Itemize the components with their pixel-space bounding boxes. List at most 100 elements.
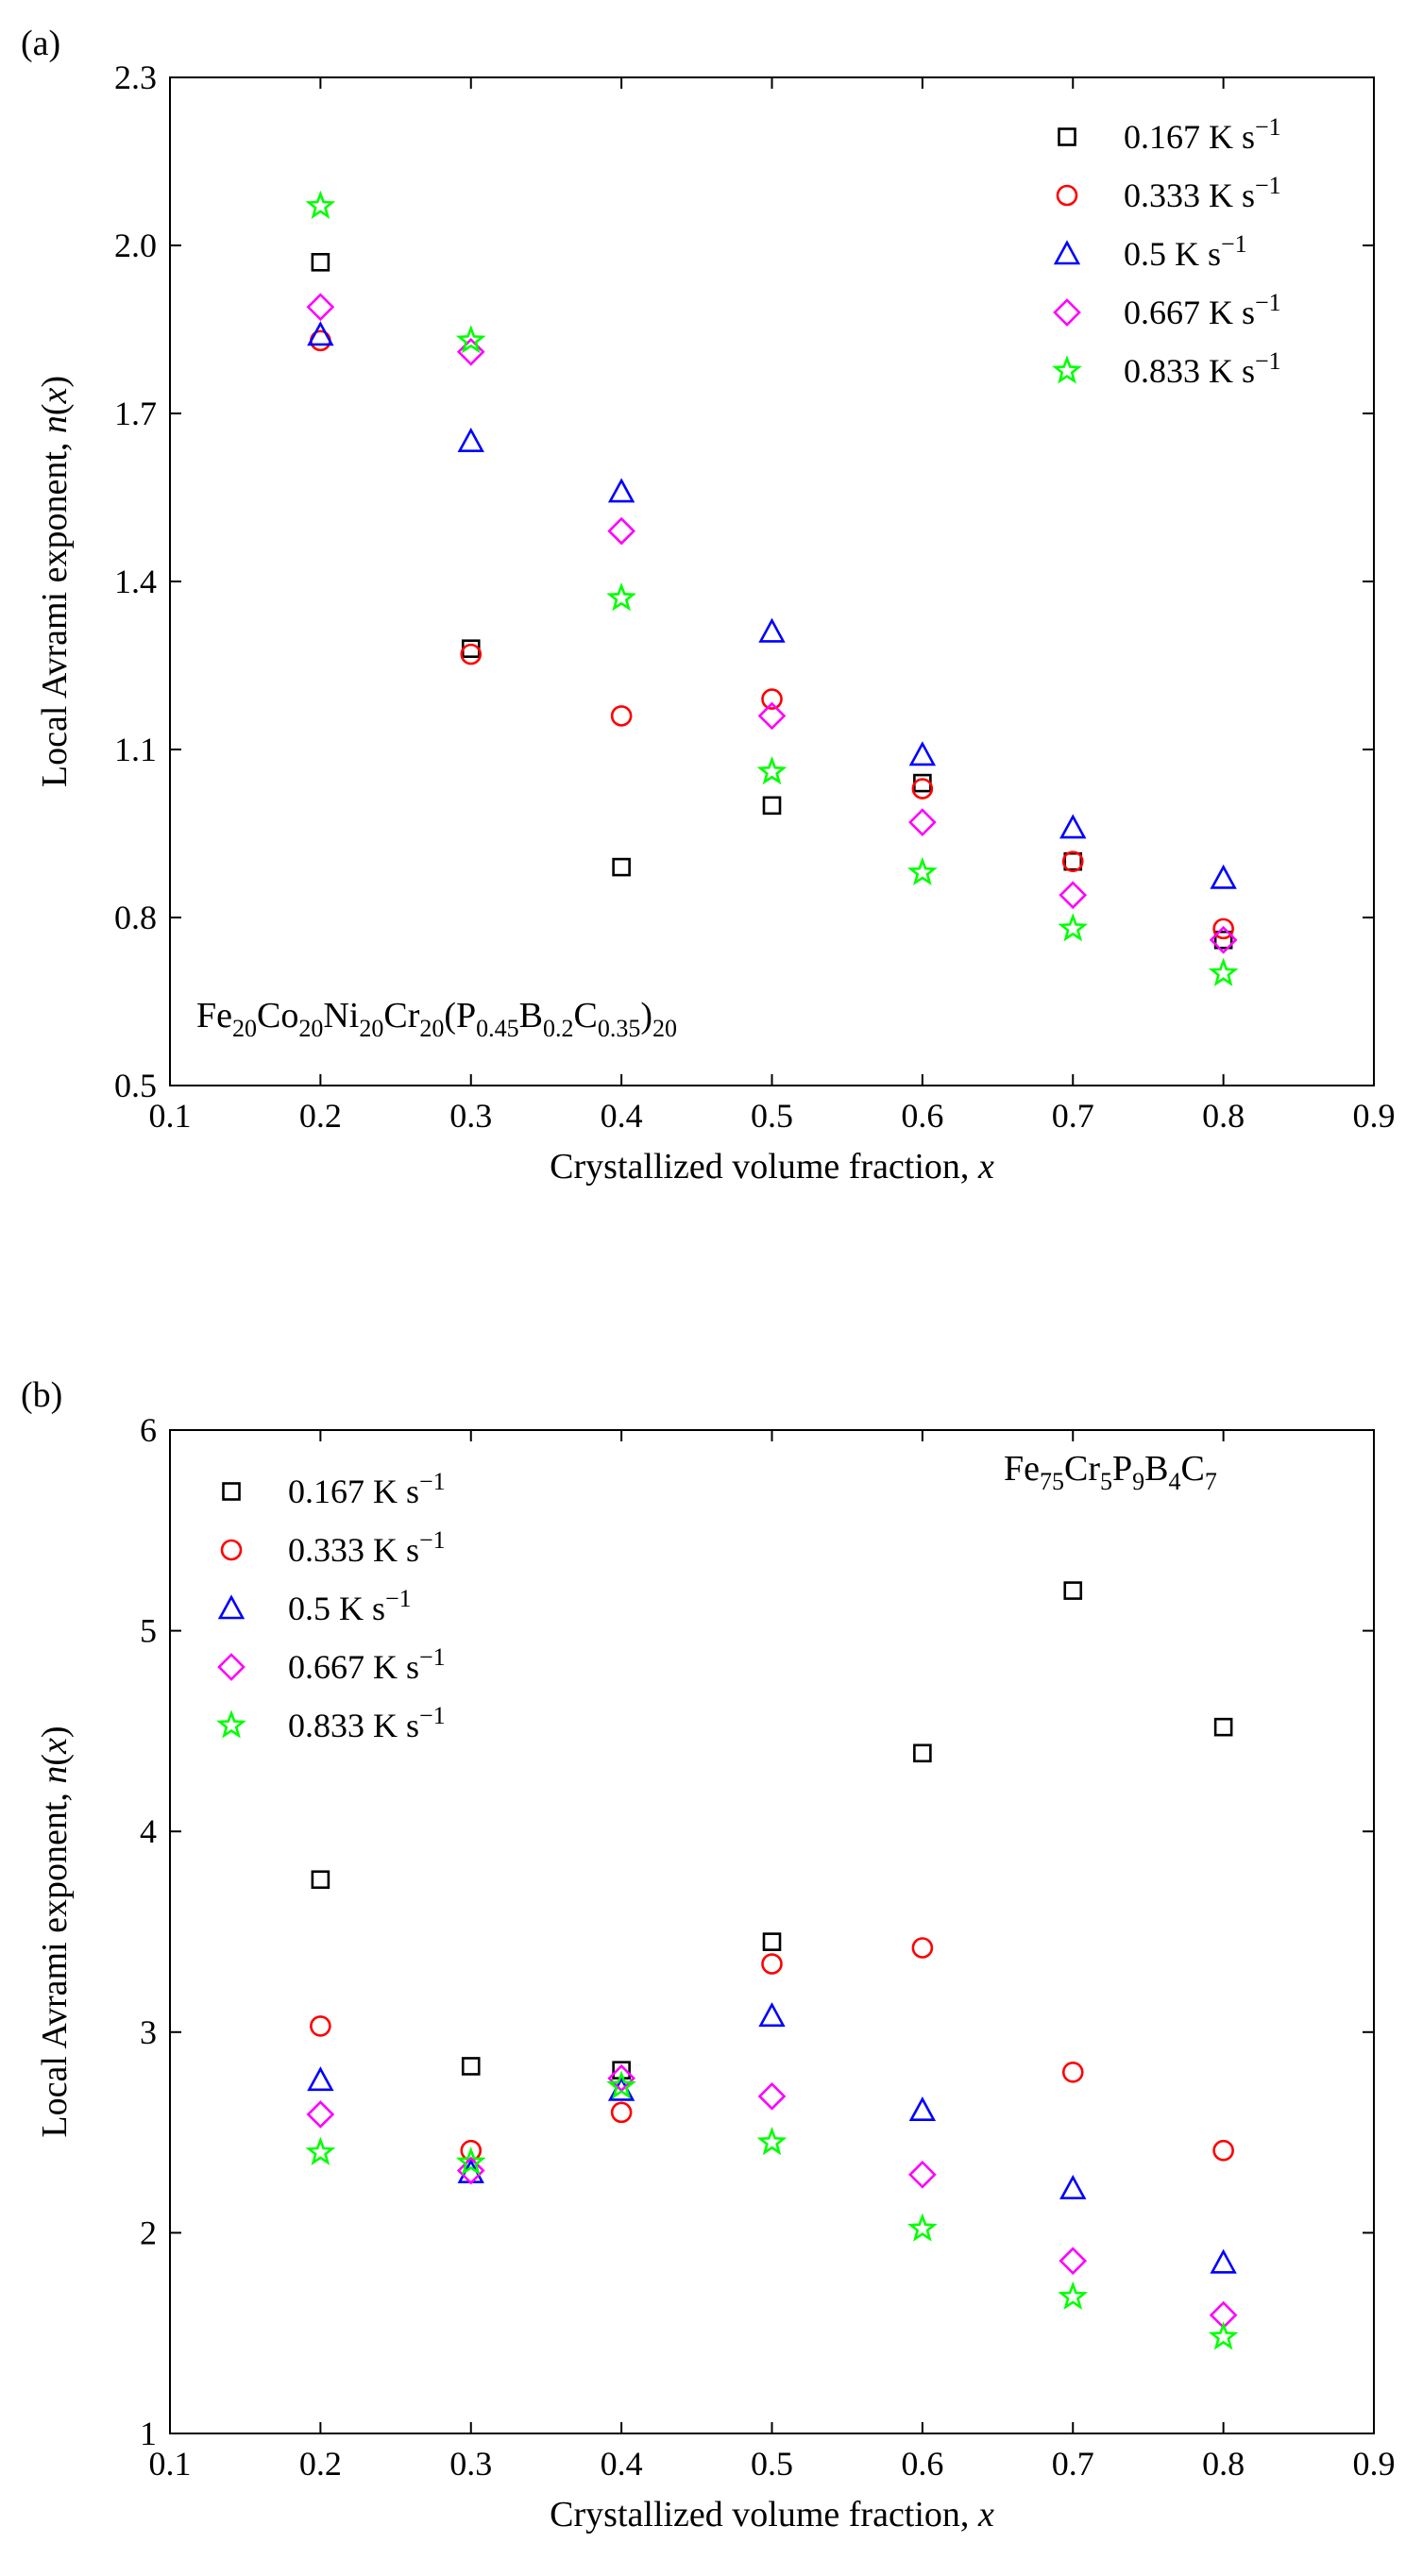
- data-point: [1061, 850, 1084, 872]
- data-point: [457, 427, 484, 452]
- data-point: [1061, 2062, 1084, 2083]
- x-tick-label: 0.7: [1052, 1097, 1094, 1135]
- data-point: [1212, 2139, 1234, 2162]
- data-point: [1063, 1581, 1083, 1600]
- data-point: [610, 705, 633, 727]
- x-tick-label: 0.4: [601, 1097, 643, 1135]
- x-tick-label: 0.6: [901, 2445, 943, 2483]
- legend-entry: 0.333 K s−1: [1124, 172, 1281, 214]
- y-tick-label: 2: [140, 2214, 157, 2251]
- x-tick-label: 0.7: [1052, 2445, 1094, 2483]
- data-point: [1213, 930, 1233, 950]
- x-tick-label: 0.9: [1353, 2445, 1396, 2483]
- y-tick-label: 0.8: [114, 899, 157, 936]
- x-tick-label: 0.8: [1202, 2445, 1245, 2483]
- data-point: [1208, 957, 1239, 986]
- data-point: [913, 1743, 932, 1763]
- data-point: [1210, 2248, 1237, 2274]
- data-point: [1059, 2247, 1088, 2276]
- x-tick-label: 0.6: [901, 1097, 943, 1135]
- data-point: [1063, 851, 1083, 871]
- data-point: [606, 2070, 636, 2099]
- y-tick-label: 1.7: [114, 395, 157, 432]
- legend-marker: [1053, 240, 1081, 265]
- legend-entry: 0.167 K s−1: [288, 1468, 446, 1510]
- series-star: [305, 190, 1239, 986]
- legend-marker: [217, 1653, 246, 1681]
- legend-entry: 0.667 K s−1: [288, 1643, 446, 1686]
- legend-entry: 0.833 K s−1: [1124, 347, 1281, 390]
- x-tick-label: 0.9: [1353, 1097, 1396, 1135]
- panel-label: (b): [21, 1375, 62, 1415]
- data-point: [758, 617, 786, 643]
- series-circle: [310, 329, 1234, 940]
- y-axis-label: Local Avrami exponent, n(x): [35, 376, 75, 787]
- legend: 0.167 K s−1 0.333 K s−1 0.5 K s−1 0.667 K s…: [1052, 113, 1281, 390]
- data-point: [607, 478, 635, 503]
- data-point: [305, 190, 336, 219]
- data-point: [456, 2156, 485, 2185]
- x-tick-label: 0.3: [449, 2445, 492, 2483]
- legend-marker: [1053, 298, 1081, 327]
- legend-entry: 0.5 K s−1: [288, 1585, 412, 1627]
- y-tick-label: 1.1: [114, 731, 157, 768]
- data-point: [456, 337, 485, 366]
- data-point: [455, 2147, 486, 2176]
- data-point: [606, 582, 636, 612]
- x-tick-label: 0.4: [601, 2445, 643, 2483]
- data-point: [1059, 814, 1087, 839]
- x-axis-label: Crystallized volume fraction, x: [550, 1147, 994, 1187]
- data-point: [913, 773, 932, 793]
- data-point: [1210, 864, 1237, 889]
- panel-label: (a): [21, 24, 60, 63]
- data-point: [612, 857, 631, 877]
- y-tick-label: 4: [140, 1812, 157, 1850]
- legend-entry: 0.667 K s−1: [1124, 289, 1281, 331]
- legend-entry: 0.167 K s−1: [1124, 113, 1281, 156]
- composition-label: Fe20Co20Ni20Cr20(P0.45B0.2C0.35)20: [196, 996, 677, 1042]
- legend-entry: 0.5 K s−1: [1124, 230, 1247, 273]
- y-tick-label: 3: [140, 2013, 157, 2051]
- x-axis-label: Crystallized volume fraction, x: [550, 2495, 994, 2534]
- legend-marker: [1056, 184, 1078, 207]
- data-point: [908, 808, 937, 836]
- legend-marker: [1058, 127, 1076, 146]
- series-square: [311, 252, 1233, 950]
- data-point: [305, 2136, 336, 2165]
- data-point: [461, 2057, 481, 2076]
- y-tick-label: 2.0: [114, 227, 157, 264]
- y-tick-label: 1: [140, 2415, 157, 2452]
- data-point: [911, 1937, 934, 1959]
- data-point: [1059, 2174, 1087, 2199]
- data-point: [607, 516, 635, 546]
- y-tick-label: 2.3: [114, 59, 157, 96]
- data-point: [307, 2066, 334, 2092]
- data-point: [310, 2015, 331, 2037]
- x-tick-label: 0.5: [751, 1097, 793, 1135]
- data-point: [758, 2002, 786, 2028]
- series-square: [311, 1581, 1233, 2079]
- plot-frame: [169, 1429, 1375, 2434]
- data-point: [311, 1870, 330, 1890]
- data-point: [756, 756, 788, 785]
- data-point: [1212, 918, 1234, 940]
- series-triangle: [307, 321, 1237, 889]
- data-point: [455, 325, 486, 354]
- data-point: [757, 2081, 787, 2111]
- chart-panel-b: (b) 0.1 0.2 0.3 0.4 0.5 0.6 0.7 0.8 0.9 1 2 3 4 5 6 Crys…: [21, 1375, 1396, 2534]
- data-point: [1213, 1717, 1233, 1737]
- data-point: [1208, 2321, 1239, 2350]
- legend: 0.167 K s−1 0.333 K s−1 0.5 K s−1 0.667 K s…: [216, 1468, 446, 1744]
- x-tick-label: 0.1: [149, 2445, 192, 2483]
- data-point: [908, 741, 937, 766]
- data-point: [610, 2101, 633, 2124]
- data-point: [461, 639, 481, 659]
- x-tick-label: 0.8: [1202, 1097, 1245, 1135]
- data-point: [761, 1953, 783, 1975]
- data-point: [757, 701, 787, 731]
- legend-marker: [1052, 355, 1082, 384]
- data-point: [1209, 925, 1238, 954]
- data-point: [907, 2213, 938, 2242]
- y-tick-label: 0.5: [114, 1067, 157, 1104]
